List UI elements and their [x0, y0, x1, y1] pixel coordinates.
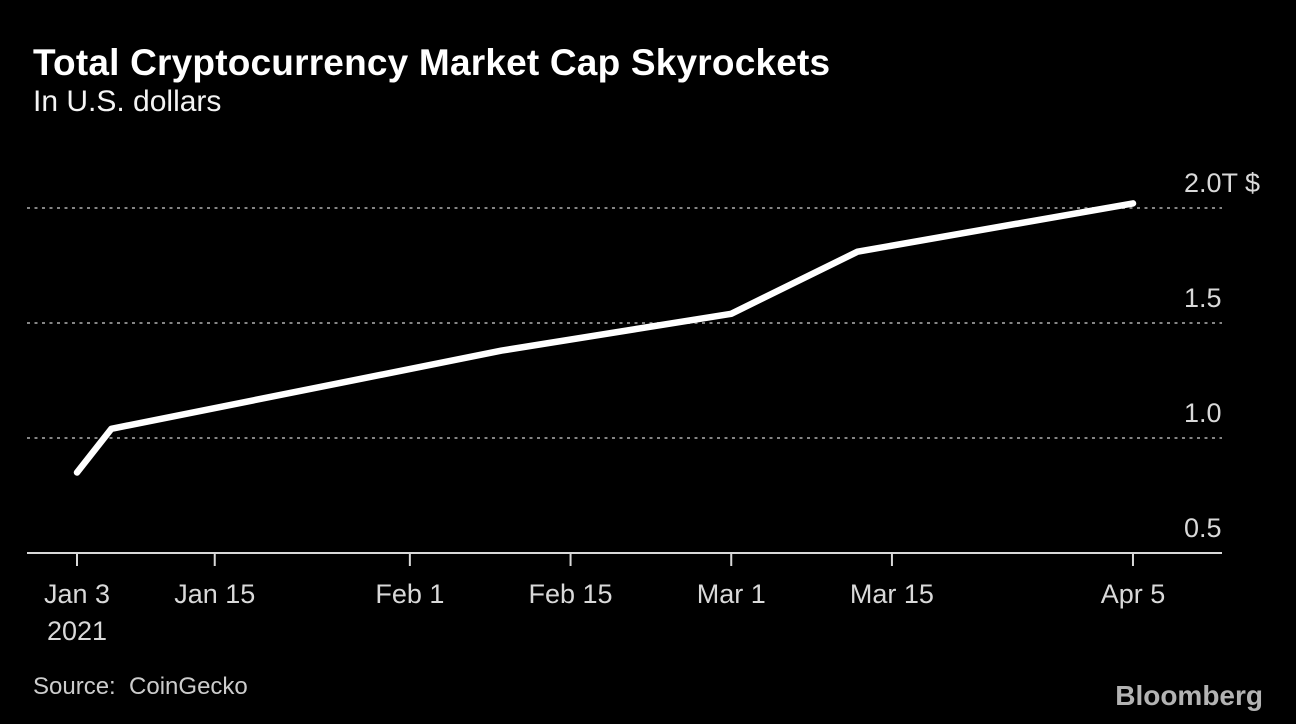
y-axis-label: 1.5 [1184, 283, 1222, 313]
y-axis-label: 0.5 [1184, 513, 1222, 543]
y-axis-label: 2.0T $ [1184, 168, 1260, 198]
source-label: Source: CoinGecko [33, 673, 248, 700]
x-tick-label: Apr 5 [1101, 579, 1166, 609]
bloomberg-logo: Bloomberg [1115, 680, 1263, 711]
x-tick-label: Jan 15 [174, 579, 255, 609]
chart-title: Total Cryptocurrency Market Cap Skyrocke… [33, 42, 831, 83]
x-tick-label: Mar 15 [850, 579, 934, 609]
x-tick-label: Feb 1 [375, 579, 444, 609]
x-tick-label: Mar 1 [697, 579, 766, 609]
chart-subtitle: In U.S. dollars [33, 85, 222, 118]
y-axis-label: 1.0 [1184, 398, 1222, 428]
x-tick-label: Feb 15 [529, 579, 613, 609]
x-tick-year-label: 2021 [47, 616, 107, 646]
market-cap-line [73, 200, 1137, 476]
x-tick-label: Jan 3 [44, 579, 110, 609]
